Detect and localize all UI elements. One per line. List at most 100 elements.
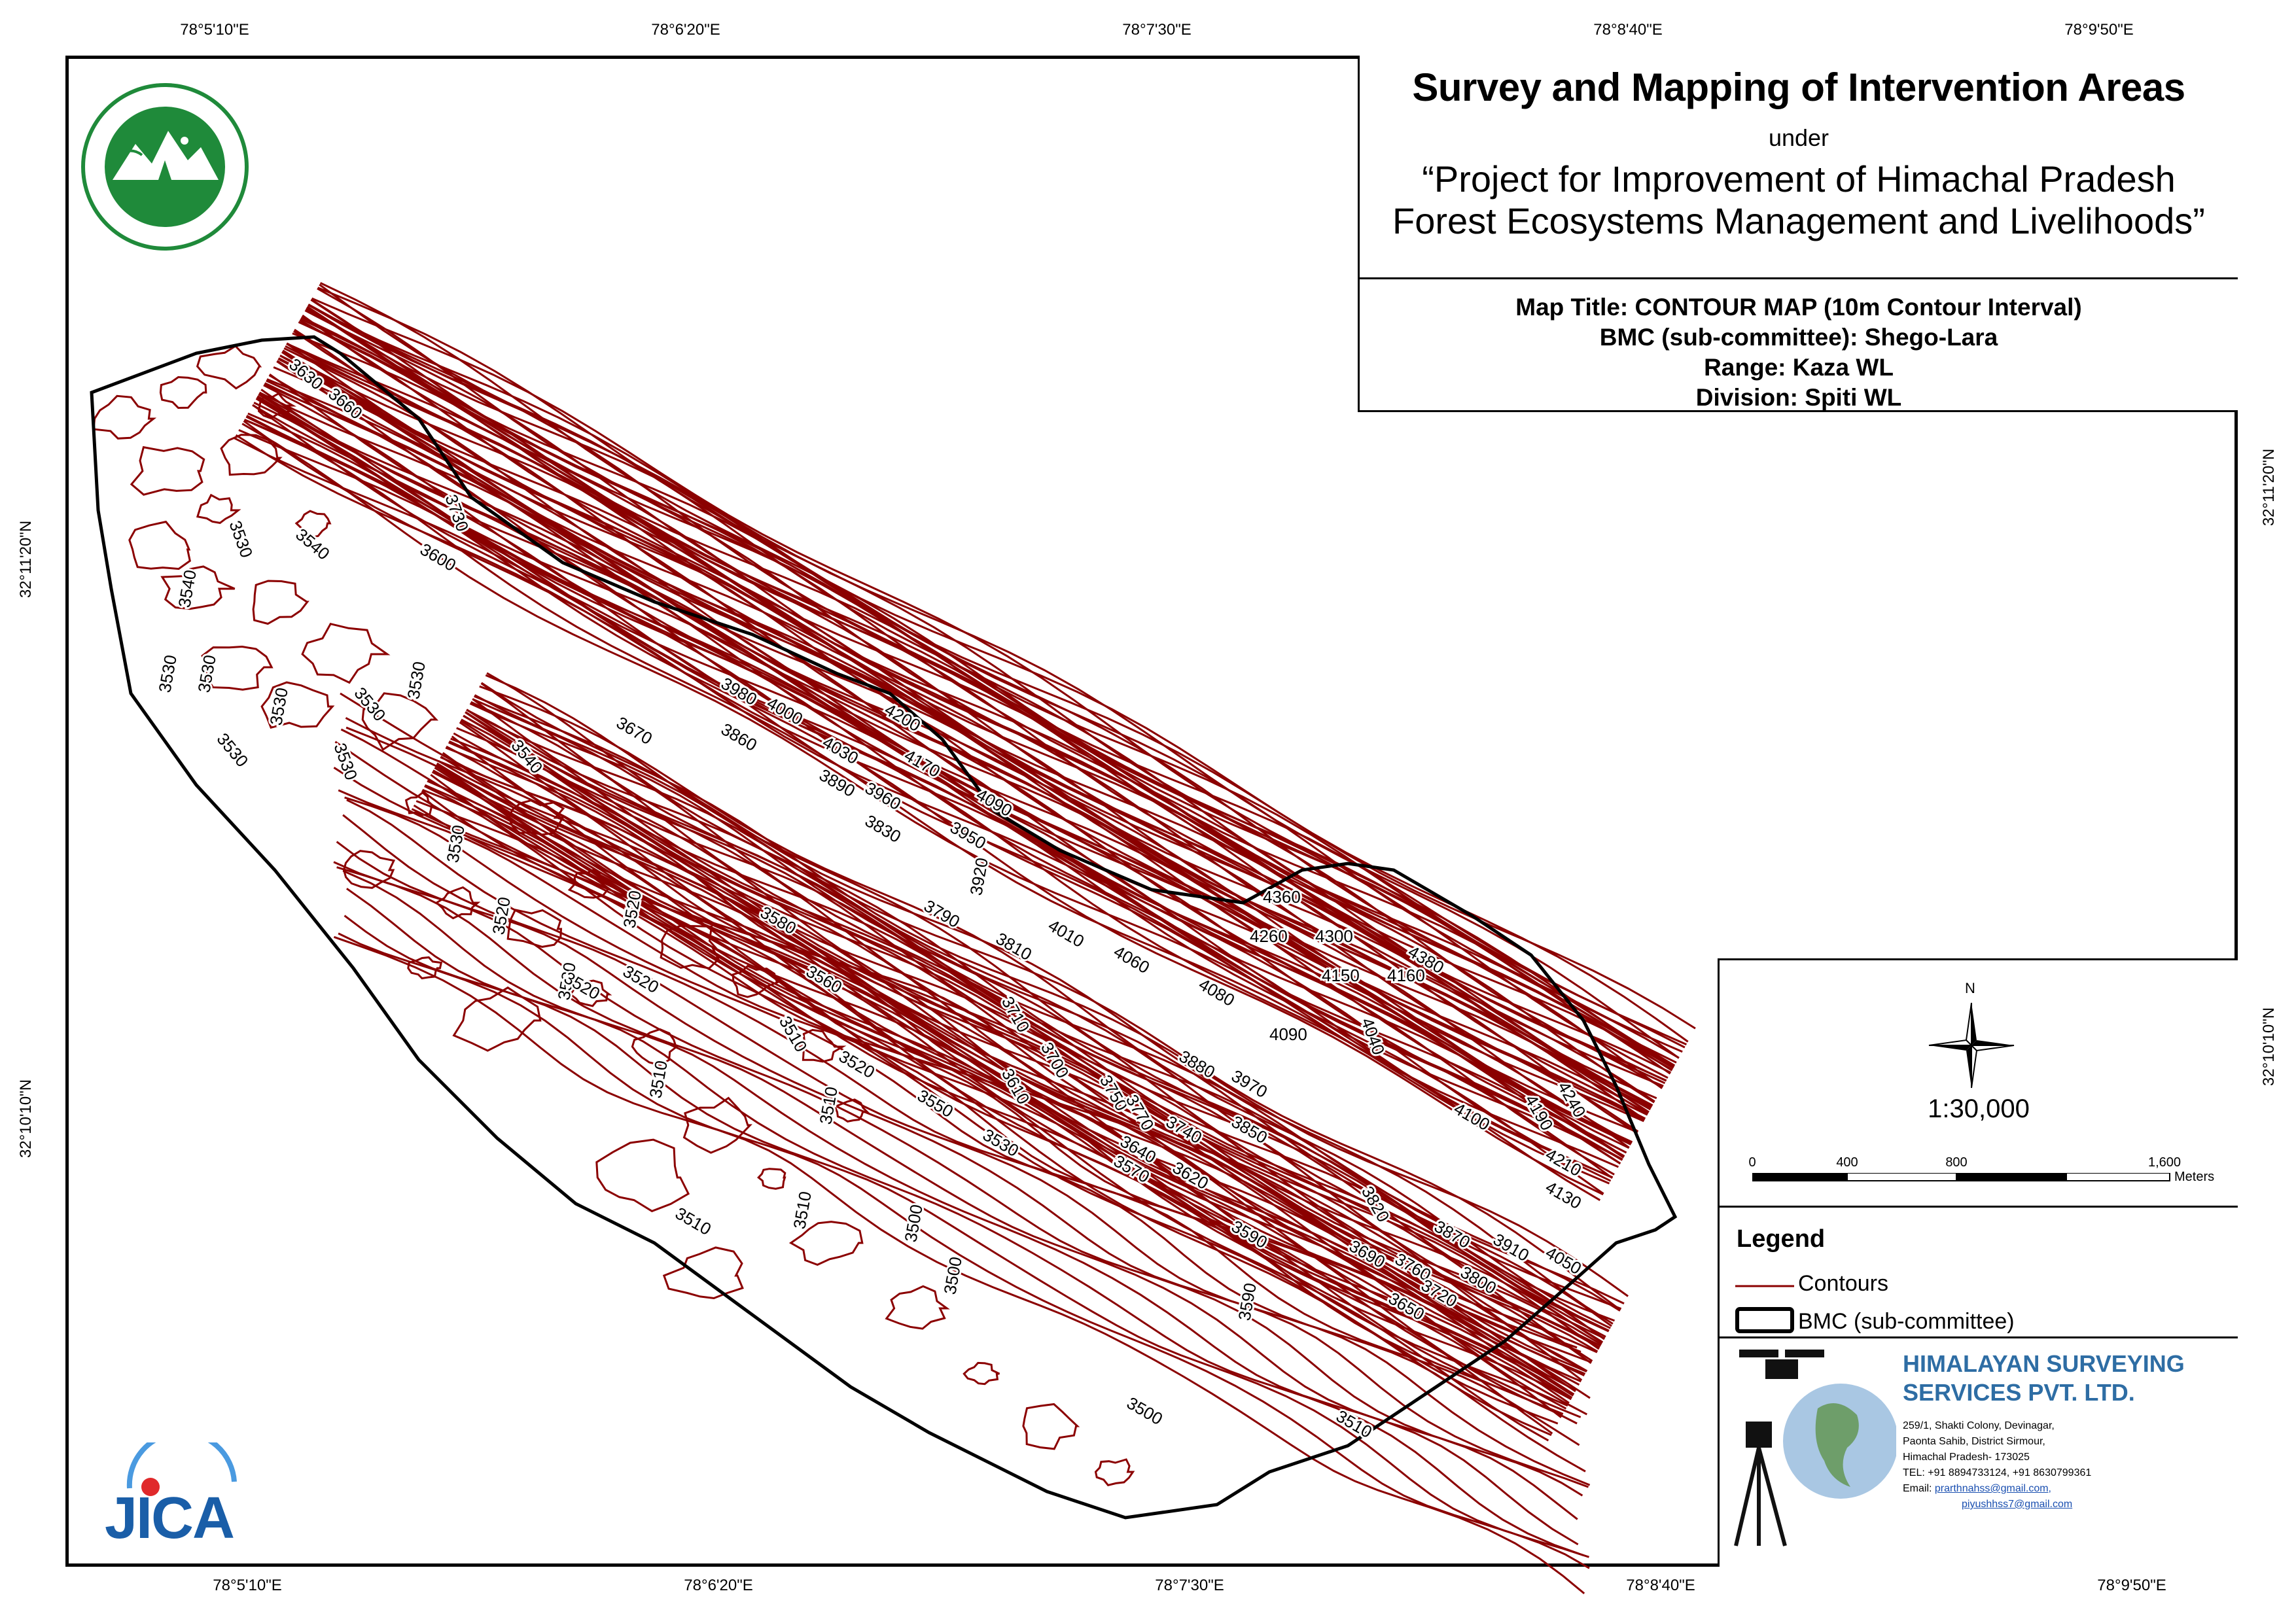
contour-label: 3530 <box>330 741 361 783</box>
contour-line <box>238 429 1601 1201</box>
contour-loop <box>130 445 205 496</box>
scale-label-800: 800 <box>1945 1155 1968 1170</box>
graticule-top-2: 78°6'20"E <box>651 21 720 39</box>
contour-loop <box>1022 1403 1080 1450</box>
contour-label: 3730 <box>441 492 472 534</box>
project-line-1: “Project for Improvement of Himachal Pra… <box>1422 158 2176 200</box>
email-1[interactable]: prarthnahss@gmail.com, <box>1934 1483 2051 1494</box>
contour-label: 3870 <box>1431 1216 1474 1252</box>
contour-loop <box>159 375 207 410</box>
contour-line <box>281 351 1655 1103</box>
contour-label: 3960 <box>862 778 904 814</box>
company-section: HIMALAYAN SURVEYING SERVICES PVT. LTD. 2… <box>1720 1336 2238 1569</box>
division-name: Division: Spiti WL <box>1695 384 1902 411</box>
contour-line <box>474 694 1621 1311</box>
range-name: Range: Kaza WL <box>1704 354 1894 381</box>
contour-loop <box>506 909 563 948</box>
contour-line <box>469 703 1604 1344</box>
contour-loop <box>452 986 542 1052</box>
contour-label: 3510 <box>645 1059 671 1100</box>
contour-line <box>453 732 1600 1350</box>
scale-label-1600: 1,600 <box>2147 1155 2181 1170</box>
contour-label: 3540 <box>174 568 200 609</box>
contour-label: 4150 <box>1322 966 1360 985</box>
contour-loop <box>660 924 720 969</box>
scale-label-400: 400 <box>1836 1155 1858 1170</box>
contour-line <box>466 708 1610 1333</box>
contour-label: 3520 <box>488 896 514 936</box>
contour-line <box>264 383 1625 1157</box>
contour-line <box>450 737 1587 1372</box>
scale-ratio: 1:30,000 <box>1928 1094 2030 1123</box>
contour-label: 3530 <box>225 518 256 561</box>
contour-loop <box>756 1168 786 1190</box>
contour-line <box>333 861 1583 1497</box>
contour-loop <box>294 510 332 539</box>
contour-line <box>466 708 1612 1327</box>
contour-line <box>346 888 1584 1557</box>
bmc-boundary <box>90 335 1678 1520</box>
contour-line <box>465 711 1602 1346</box>
contour-line <box>243 419 1615 1176</box>
contour-line <box>463 714 1601 1347</box>
north-arrow-icon <box>1928 1002 2015 1089</box>
contour-loop <box>92 394 157 440</box>
address-line-1: 259/1, Shakti Colony, Devinagar, <box>1903 1420 2055 1431</box>
graticule-top-5: 78°9'50"E <box>2064 21 2134 39</box>
scale-section: N 1:30,000 0 400 800 1,600 Meters <box>1720 960 2238 1208</box>
contour-label: 3510 <box>789 1190 815 1230</box>
contour-line <box>344 915 1589 1558</box>
contour-line <box>292 332 1653 1108</box>
company-address: 259/1, Shakti Colony, Devinagar, Paonta … <box>1903 1418 2091 1512</box>
legend-item-contours: Contours <box>1798 1271 1888 1296</box>
map-info-section: Map Title: CONTOUR MAP (10m Contour Inte… <box>1360 279 2238 413</box>
contour-label: 3530 <box>266 686 292 727</box>
title-section: Survey and Mapping of Intervention Areas… <box>1360 65 2238 279</box>
contour-line <box>445 746 1577 1391</box>
contour-line <box>263 384 1633 1143</box>
contour-line <box>336 841 1589 1488</box>
contour-label: 3670 <box>613 712 656 748</box>
contour-label: 3500 <box>900 1203 927 1244</box>
contour-line <box>252 404 1623 1161</box>
contour-loop <box>128 520 191 570</box>
graticule-bottom-3: 78°7'30"E <box>1155 1577 1224 1594</box>
contour-loop <box>434 886 481 920</box>
contour-line <box>300 317 1673 1071</box>
contour-line <box>234 437 1604 1195</box>
contour-line <box>292 330 1671 1075</box>
contour-line <box>433 769 1575 1395</box>
contour-label: 3500 <box>1123 1393 1166 1429</box>
contour-label: 3510 <box>815 1085 841 1126</box>
contour-loop <box>196 493 241 524</box>
contour-line <box>415 800 1549 1442</box>
jica-logo: JICA <box>103 1442 247 1554</box>
scale-unit: Meters <box>2174 1170 2215 1184</box>
contour-line <box>241 423 1613 1179</box>
boundary-legend-swatch <box>1735 1307 1794 1333</box>
contour-line <box>306 306 1680 1059</box>
contour-label: 3510 <box>672 1203 715 1239</box>
contour-line <box>344 796 1580 1446</box>
contour-loop <box>662 1246 744 1300</box>
contour-line <box>434 765 1575 1395</box>
email-2[interactable]: piyushhss7@gmail.com <box>1962 1499 2073 1510</box>
graticule-bottom-2: 78°6'20"E <box>684 1577 753 1594</box>
contour-line <box>436 763 1574 1397</box>
contour-line <box>342 869 1579 1546</box>
contour-label: 3530 <box>403 660 429 701</box>
contour-loop <box>631 1028 680 1066</box>
title-under: under <box>1768 124 1829 151</box>
contour-label: 3530 <box>154 654 181 694</box>
email-label: Email: <box>1903 1483 1932 1494</box>
contour-line <box>244 419 1604 1196</box>
contour-line <box>305 307 1667 1082</box>
bmc-name: BMC (sub-committee): Shego-Lara <box>1599 324 1998 351</box>
contour-label: 3530 <box>442 824 468 864</box>
contour-loop <box>196 345 262 390</box>
contour-line <box>302 314 1674 1069</box>
jica-text: JICA <box>105 1486 235 1551</box>
contour-loop <box>361 692 439 752</box>
map-title: Map Title: CONTOUR MAP (10m Contour Inte… <box>1515 294 2082 321</box>
